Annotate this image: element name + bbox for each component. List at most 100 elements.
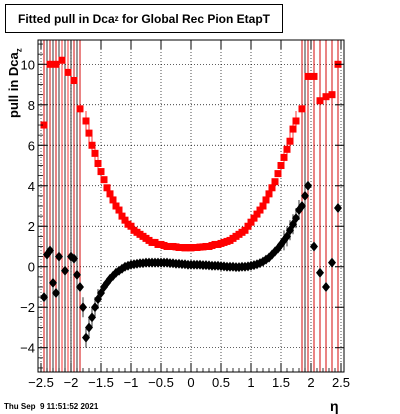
ylabel-main: pull in Dca [6,52,21,118]
timestamp: Thu Sep 9 11:51:52 2021 [4,402,99,411]
x-tick-label: −1 [124,375,139,390]
y-tick-labels: −4 −2 0 2 4 6 8 10 [20,57,35,355]
black-diamond-marker [262,254,270,265]
red-square-marker [64,68,72,76]
y-tick-label: 8 [28,98,35,113]
x-tick-label: 1.5 [272,375,290,390]
red-square-marker [97,168,105,176]
y-tick-label: −2 [20,300,35,315]
red-square-marker [268,184,276,192]
red-square-marker [76,105,84,113]
red-square-marker [256,206,264,214]
red-square-marker [310,72,318,80]
x-tick-label: 2.5 [332,375,350,390]
ylabel-sub: z [14,48,24,53]
black-diamond-marker [292,213,300,224]
black-diamond-marker [82,332,90,343]
red-square-marker [46,60,54,68]
y-tick-label: 2 [28,219,35,234]
black-diamond-marker [49,277,57,288]
x-tick-label: 0 [187,375,194,390]
black-diamond-marker [334,203,342,214]
x-tick-label: −0.5 [148,375,174,390]
y-tick-label: 10 [21,57,35,72]
black-diamond-marker [76,281,84,292]
red-square-marker [259,202,267,210]
black-diamond-marker [70,253,78,264]
red-square-marker [88,141,96,149]
red-square-marker [109,196,117,204]
red-square-marker [283,145,291,153]
red-square-marker [94,159,102,167]
axis-ticks [38,40,344,372]
y-tick-label: 0 [28,260,35,275]
y-tick-label: 6 [28,138,35,153]
red-square-marker [265,190,273,198]
red-square-marker [292,117,300,125]
red-square-marker [262,196,270,204]
black-diamond-marker [40,292,48,303]
grid-lines [38,40,344,372]
red-square-marker [328,91,336,99]
black-diamond-marker [61,265,69,276]
red-square-marker [277,162,285,170]
red-square-marker [289,125,297,133]
red-square-marker [40,121,48,129]
data-markers [40,56,342,343]
red-square-marker [85,129,93,137]
title-main: Fitted pull in Dca [17,11,115,26]
red-square-marker [58,56,66,64]
x-axis-label: η [330,398,339,414]
title-sub: z [114,14,119,23]
red-square-marker [247,218,255,226]
x-tick-label: 2 [307,375,314,390]
black-diamond-marker [85,322,93,333]
red-square-marker [103,184,111,192]
black-diamond-marker [298,201,306,211]
black-diamond-marker [304,180,312,191]
y-tick-label: −4 [20,341,35,356]
black-diamond-marker [301,190,309,201]
y-axis-label: pull in Dcaz [6,48,24,118]
red-square-marker [304,72,312,80]
red-square-marker [244,222,252,230]
black-diamond-marker [46,245,54,256]
red-square-marker [70,76,78,84]
black-diamond-marker [55,251,63,262]
x-tick-label: −2.5 [28,375,54,390]
black-diamond-marker [79,302,87,313]
red-square-marker [316,97,324,105]
y-tick-label: 4 [28,179,35,194]
black-diamond-marker [91,302,99,313]
red-square-marker [322,93,330,101]
red-square-marker [106,190,114,198]
x-tick-label: 1 [247,375,254,390]
red-square-marker [280,153,288,161]
x-tick-label: −2 [64,375,79,390]
x-tick-labels: −2.5 −2 −1.5 −1 −0.5 0 0.5 1 1.5 2 2.5 [28,375,350,390]
red-square-marker [91,149,99,157]
red-square-marker [286,137,294,145]
red-square-marker [271,178,279,186]
red-square-marker [112,202,120,210]
red-square-marker [121,216,129,224]
title-rest: for Global Rec Pion EtapT [118,11,271,26]
red-square-marker [298,105,306,113]
red-square-marker [127,222,135,230]
x-tick-label: −1.5 [88,375,114,390]
red-square-marker [100,176,108,184]
black-diamond-marker [73,269,81,280]
red-square-marker [253,210,261,218]
red-square-marker [241,226,249,234]
red-square-marker [52,60,60,68]
x-tick-label: 0.5 [212,375,230,390]
black-diamond-marker [52,288,60,299]
black-diamond-marker [310,241,318,252]
black-diamond-marker [316,267,324,278]
chart-title: Fitted pull in Dca z for Global Rec Pion … [5,4,283,33]
black-diamond-marker [328,257,336,268]
black-diamond-marker [322,281,330,292]
red-square-marker [250,214,258,222]
red-square-marker [82,117,90,125]
